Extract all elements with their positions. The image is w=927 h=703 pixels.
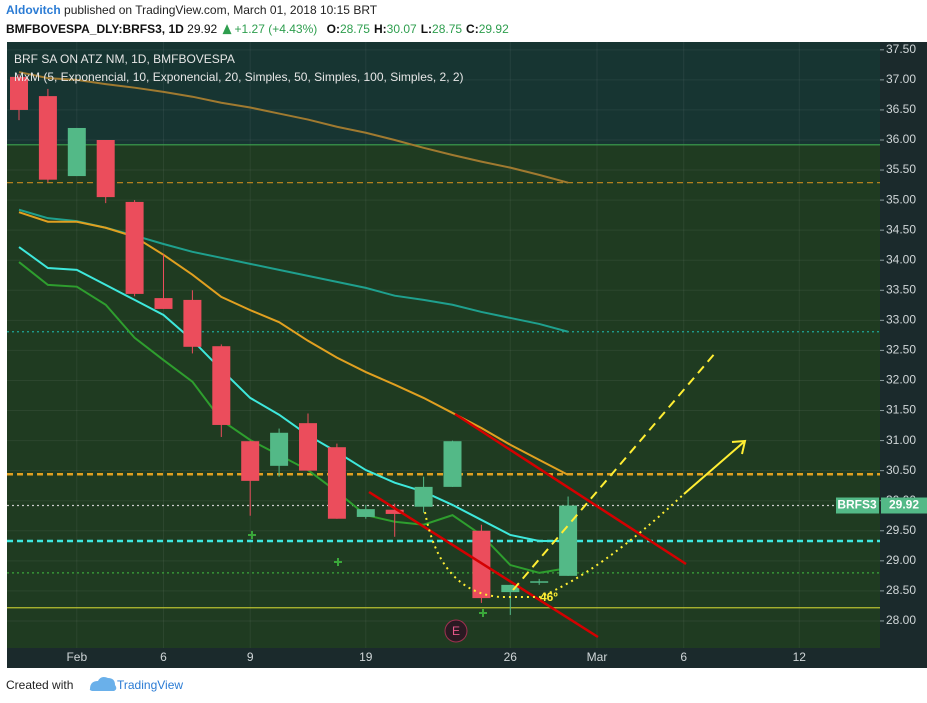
author[interactable]: Aldovitch xyxy=(6,3,61,17)
candle-body xyxy=(501,584,520,593)
y-tick-label: 33.00 xyxy=(886,313,916,327)
published: published on TradingView.com, March 01, … xyxy=(64,3,378,17)
candle-body xyxy=(327,447,346,519)
y-tick-label: 34.50 xyxy=(886,222,916,236)
ma-line xyxy=(18,71,569,184)
candle-body xyxy=(38,96,57,180)
projection-line xyxy=(512,351,717,591)
x-tick-label: Mar xyxy=(587,650,608,664)
candle-body xyxy=(212,346,231,425)
symbol-tag-label: BRFS3 xyxy=(837,498,877,512)
x-tick-label: Feb xyxy=(66,650,87,664)
candle-body xyxy=(96,139,115,198)
y-tick-label: 28.50 xyxy=(886,583,916,597)
change: +1.27 (+4.43%) xyxy=(235,22,318,36)
ohlc-label: L: xyxy=(421,22,432,36)
candle-body xyxy=(299,423,317,471)
y-tick-label: 33.50 xyxy=(886,282,916,296)
y-tick-label: 36.00 xyxy=(886,132,916,146)
plot-band xyxy=(7,42,880,145)
price-tag xyxy=(881,497,927,514)
candle-body xyxy=(385,509,404,514)
candle-body xyxy=(154,298,173,309)
y-tick-label: 29.50 xyxy=(886,523,916,537)
trend-line xyxy=(368,490,599,639)
x-tick-label: 26 xyxy=(504,650,518,664)
symbol-line: BMFBOVESPA_DLY:BRFS3, 1D 29.92 +1.27 (+4… xyxy=(6,22,509,36)
candle-body xyxy=(414,486,433,507)
ohlc-value: 28.75 xyxy=(340,22,370,36)
chart-subtitle: MxM (5, Exponencial, 10, Exponencial, 20… xyxy=(14,70,464,84)
x-tick-label: 6 xyxy=(160,650,167,664)
y-tick-label: 32.50 xyxy=(886,343,916,357)
y-tick-label: 29.00 xyxy=(886,553,916,567)
y-tick-label: 35.00 xyxy=(886,192,916,206)
header-line: Aldovitch published on TradingView.com, … xyxy=(6,3,378,17)
candles xyxy=(10,73,578,615)
candle-body xyxy=(10,76,28,110)
candle-body xyxy=(559,505,578,576)
event-circle[interactable] xyxy=(444,619,468,643)
candle-body xyxy=(183,299,202,347)
x-tick-label: 12 xyxy=(793,650,807,664)
axes: 28.0028.5029.0029.5030.0030.5031.0031.50… xyxy=(66,42,927,664)
y-tick-label: 31.50 xyxy=(886,403,916,417)
ohlc-value: 29.92 xyxy=(479,22,509,36)
ohlc-label: O: xyxy=(327,22,340,36)
event-label[interactable]: E xyxy=(452,624,460,638)
x-tick-label: 6 xyxy=(680,650,687,664)
x-axis-bg xyxy=(7,648,880,668)
chart-title: BRF SA ON ATZ NM, 1D, BMFBOVESPA xyxy=(14,52,235,66)
ohlc-value: 30.07 xyxy=(387,22,417,36)
price-tag-value: 29.92 xyxy=(889,498,919,512)
y-tick-label: 34.00 xyxy=(886,252,916,266)
candle-body xyxy=(356,509,375,517)
y-tick-label: 32.00 xyxy=(886,373,916,387)
ma-line xyxy=(18,211,569,476)
y-axis-bg xyxy=(880,42,927,668)
x-tick-label: 9 xyxy=(247,650,254,664)
y-tick-label: 30.50 xyxy=(886,463,916,477)
candle-body xyxy=(67,127,86,177)
up-arrow xyxy=(222,24,232,35)
levels xyxy=(7,144,880,609)
chart: 46º E BRF SA ON ATZ NM, 1D, BMFBOVESPA M… xyxy=(7,42,927,668)
y-tick-label: 37.00 xyxy=(886,72,916,86)
ohlc-value: 28.75 xyxy=(432,22,462,36)
x-tick-label: 19 xyxy=(359,650,373,664)
ohlc-label: C: xyxy=(466,22,479,36)
y-tick-label: 37.50 xyxy=(886,42,916,56)
symbol: BMFBOVESPA_DLY:BRFS3, 1D xyxy=(6,22,184,36)
curve xyxy=(424,493,685,598)
candle-body xyxy=(241,441,260,481)
ma-line xyxy=(18,246,569,542)
y-tick-label: 36.50 xyxy=(886,102,916,116)
candle-body xyxy=(125,201,144,294)
y-tick-label: 35.50 xyxy=(886,162,916,176)
logo xyxy=(89,677,117,691)
drawings xyxy=(248,351,747,643)
footer-brand[interactable]: TradingView xyxy=(117,678,183,692)
candle-body xyxy=(530,581,549,583)
projection-arrow xyxy=(683,439,747,495)
trend-line xyxy=(454,412,687,566)
ohlc: O:28.75 H:30.07 L:28.75 C:29.92 xyxy=(327,22,509,36)
footer-text: Created with xyxy=(6,678,73,692)
ohlc-label: H: xyxy=(374,22,387,36)
angle-annotation: 46º xyxy=(540,590,558,604)
symbol-tag xyxy=(836,497,879,514)
candle-body xyxy=(443,441,462,487)
y-tick-label: 28.00 xyxy=(886,613,916,627)
y-tick-label: 31.00 xyxy=(886,433,916,447)
candle-body xyxy=(270,432,289,466)
last-price: 29.92 xyxy=(187,22,217,36)
markers xyxy=(248,531,487,617)
